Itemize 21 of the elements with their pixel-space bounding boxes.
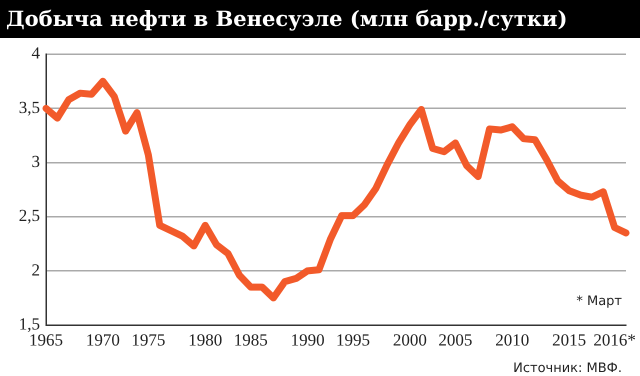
x-tick-label: 1975: [131, 330, 166, 350]
x-tick-label: 2005: [438, 330, 472, 350]
x-tick-label: 1985: [234, 330, 268, 350]
y-tick-label: 2,5: [18, 206, 40, 226]
x-tick-label: 2010: [495, 330, 530, 350]
annotation: * Март: [576, 294, 622, 309]
x-tick-label: 1980: [188, 330, 222, 350]
x-tick-label: 2015: [552, 330, 586, 350]
x-tick-label: 1970: [86, 330, 120, 350]
x-tick-label: 1995: [336, 330, 370, 350]
x-tick-label: 1965: [29, 330, 63, 350]
y-tick-label: 4: [32, 44, 40, 63]
x-tick-label: 1990: [290, 330, 325, 350]
x-tick-label: 2016*: [593, 330, 636, 350]
y-tick-label: 1,5: [18, 314, 40, 334]
text: Источник: МВФ.: [513, 361, 622, 376]
chart-title: Добыча нефти в Венесуэле (млн барр./сутки): [0, 0, 640, 38]
y-tick-label: 2: [32, 260, 40, 280]
y-tick-label: 3,5: [18, 98, 40, 117]
y-tick-label: 3: [32, 152, 40, 171]
x-tick-label: 2000: [392, 330, 427, 350]
